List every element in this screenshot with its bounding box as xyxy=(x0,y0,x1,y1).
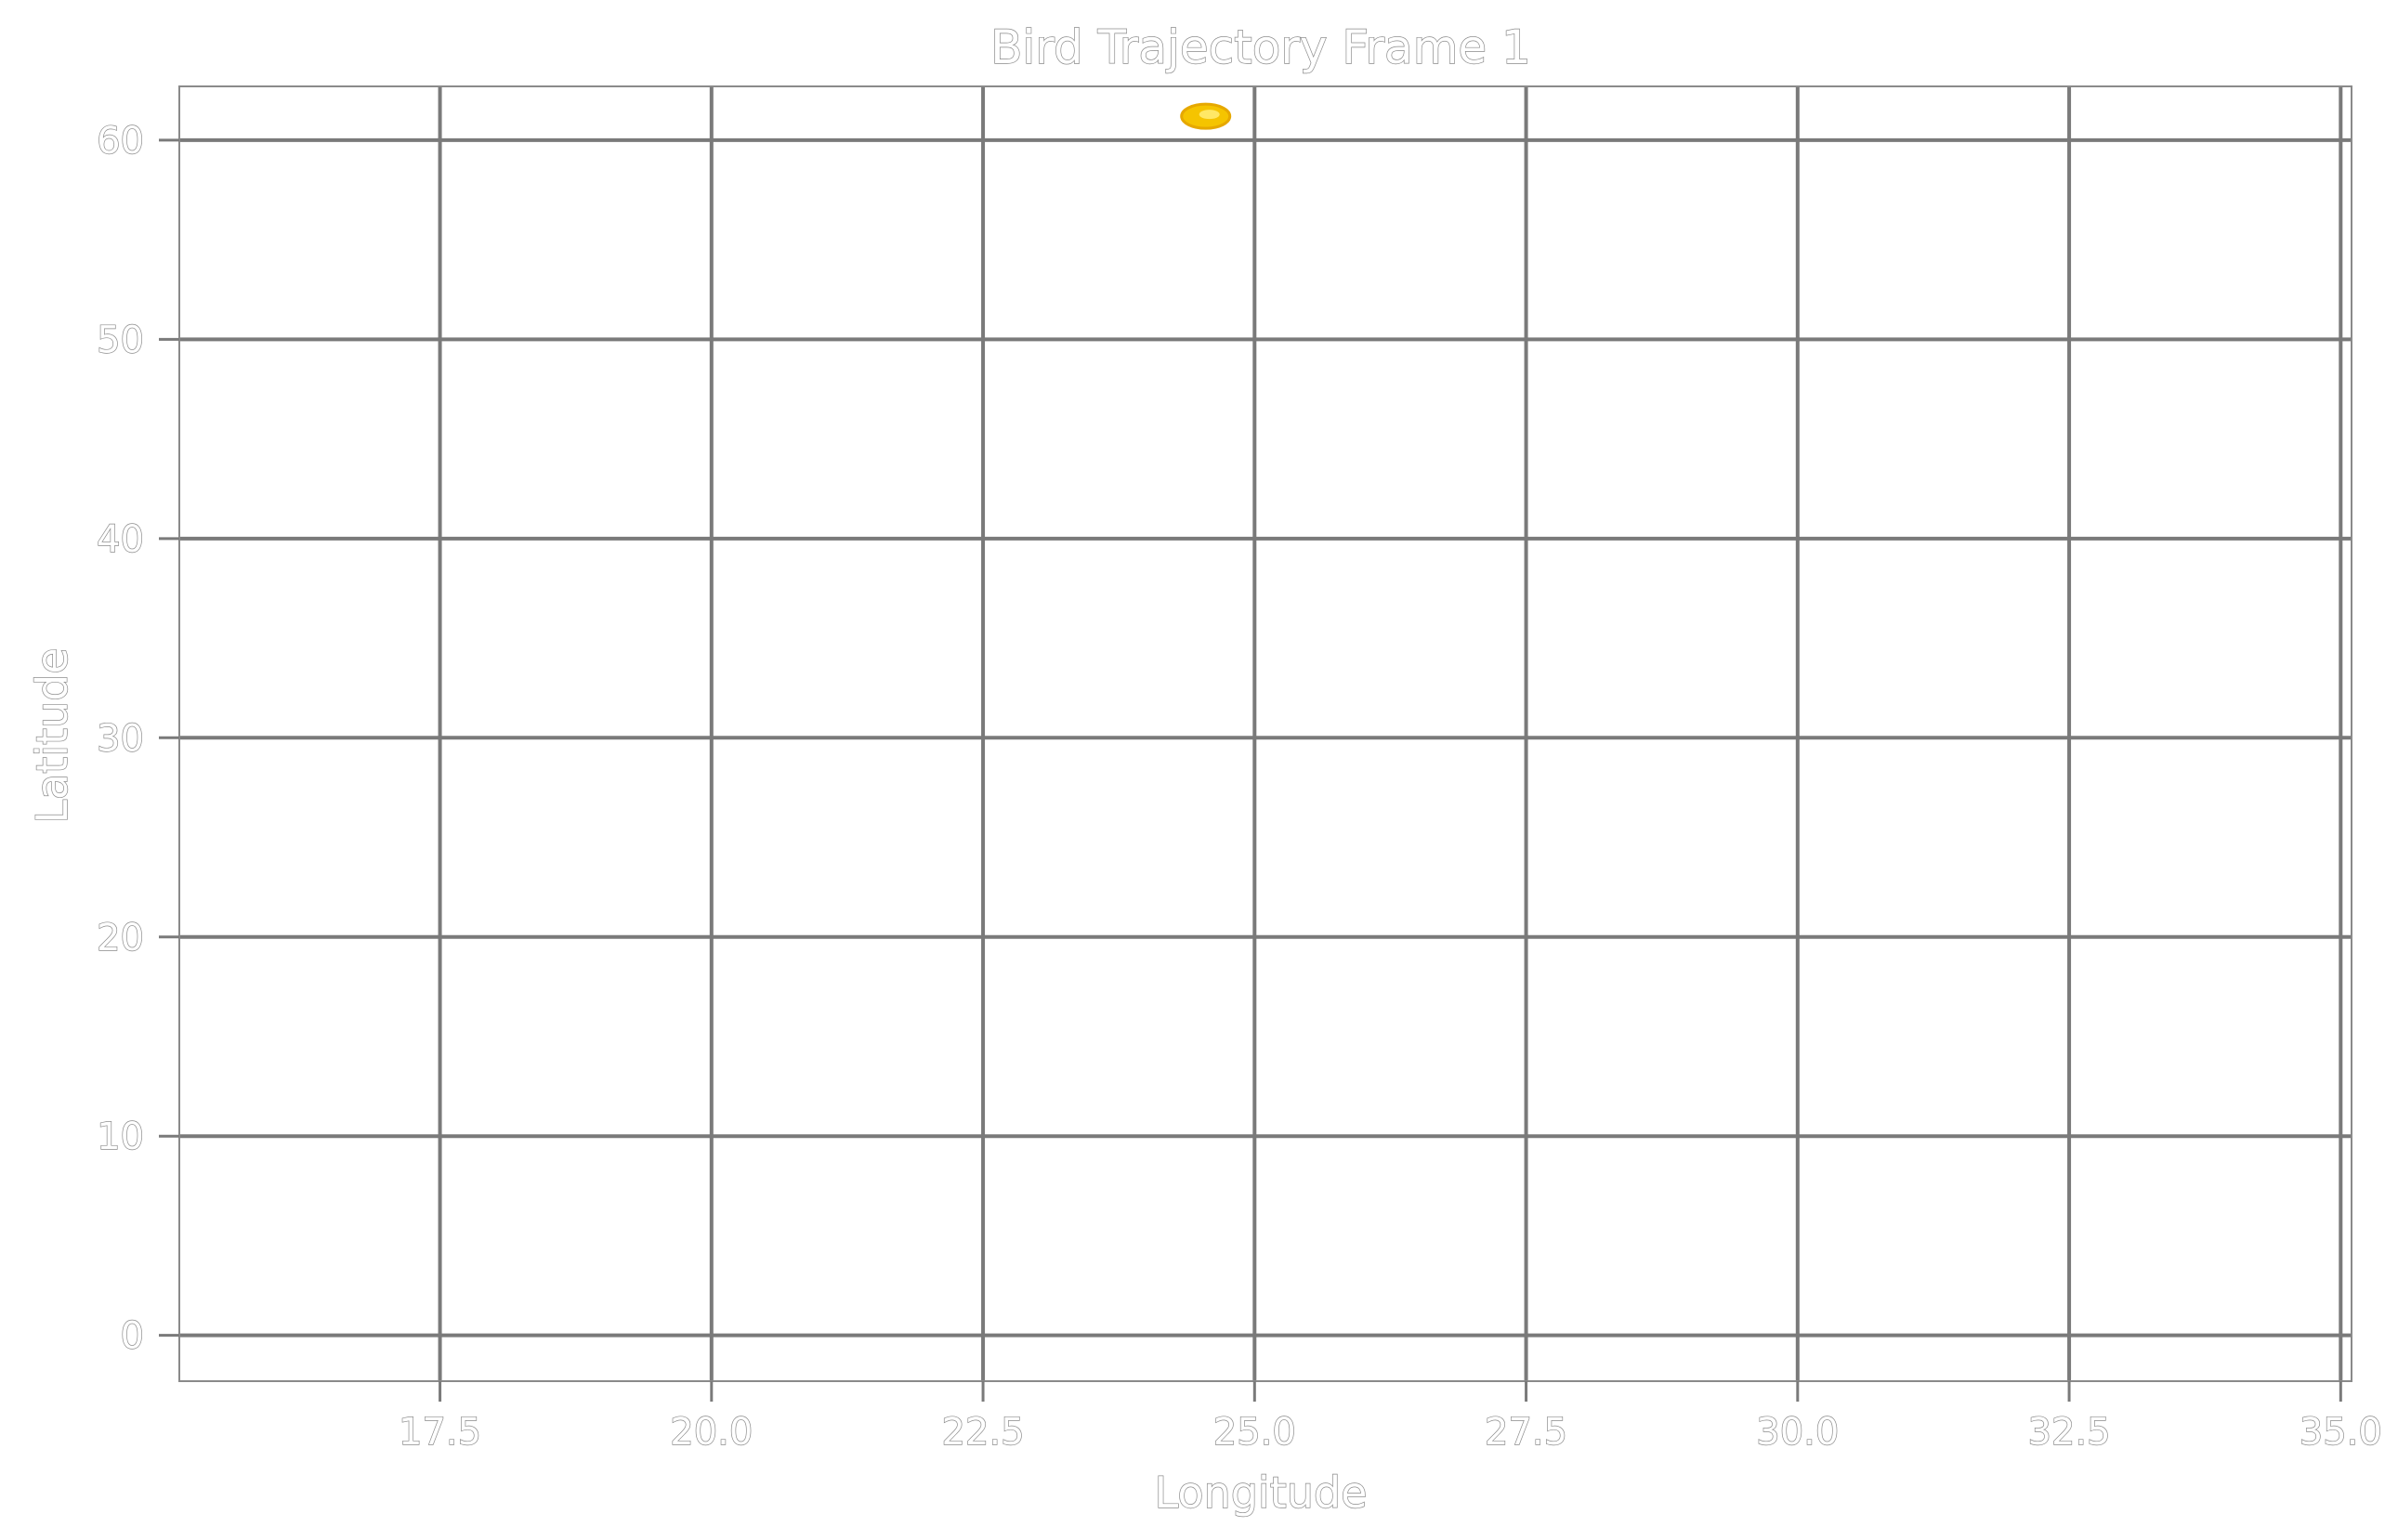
y-tick-label-4: 40 xyxy=(97,518,144,561)
data-point-highlight-0-0 xyxy=(1199,110,1220,120)
x-tick-label-0: 17.5 xyxy=(399,1411,481,1454)
x-tick-label-7: 35.0 xyxy=(2300,1411,2382,1454)
tick-layer: 17.5 20.0 22.5 25.0 27.5 30.0 32.5 35.0 0 10 20 30 4… xyxy=(96,119,2382,1454)
y-tick-label-0: 0 xyxy=(121,1315,144,1358)
y-tick-label-5: 50 xyxy=(97,319,144,361)
y-tick-label-1: 10 xyxy=(97,1116,144,1158)
y-tick-label-2: 20 xyxy=(97,917,144,959)
plot-area-frame xyxy=(178,85,2352,1382)
x-tick-label-4: 27.5 xyxy=(1485,1411,1567,1454)
x-tick-label-3: 25.0 xyxy=(1213,1411,1296,1454)
x-tick-label-1: 20.0 xyxy=(670,1411,753,1454)
points-layer xyxy=(1180,102,1232,130)
grid-layer xyxy=(179,86,2352,1381)
chart-title: Bird Trajectory Frame 1 xyxy=(990,20,1531,74)
x-tick-label-6: 32.5 xyxy=(2028,1411,2111,1454)
y-tick-label-6: 60 xyxy=(97,120,144,163)
x-tick-label-2: 22.5 xyxy=(942,1411,1025,1454)
x-tick-label-5: 30.0 xyxy=(1756,1411,1839,1454)
y-axis-label: Latitude xyxy=(27,647,77,823)
y-tick-label-3: 30 xyxy=(97,717,144,760)
x-axis-label: Longitude xyxy=(1155,1468,1368,1518)
